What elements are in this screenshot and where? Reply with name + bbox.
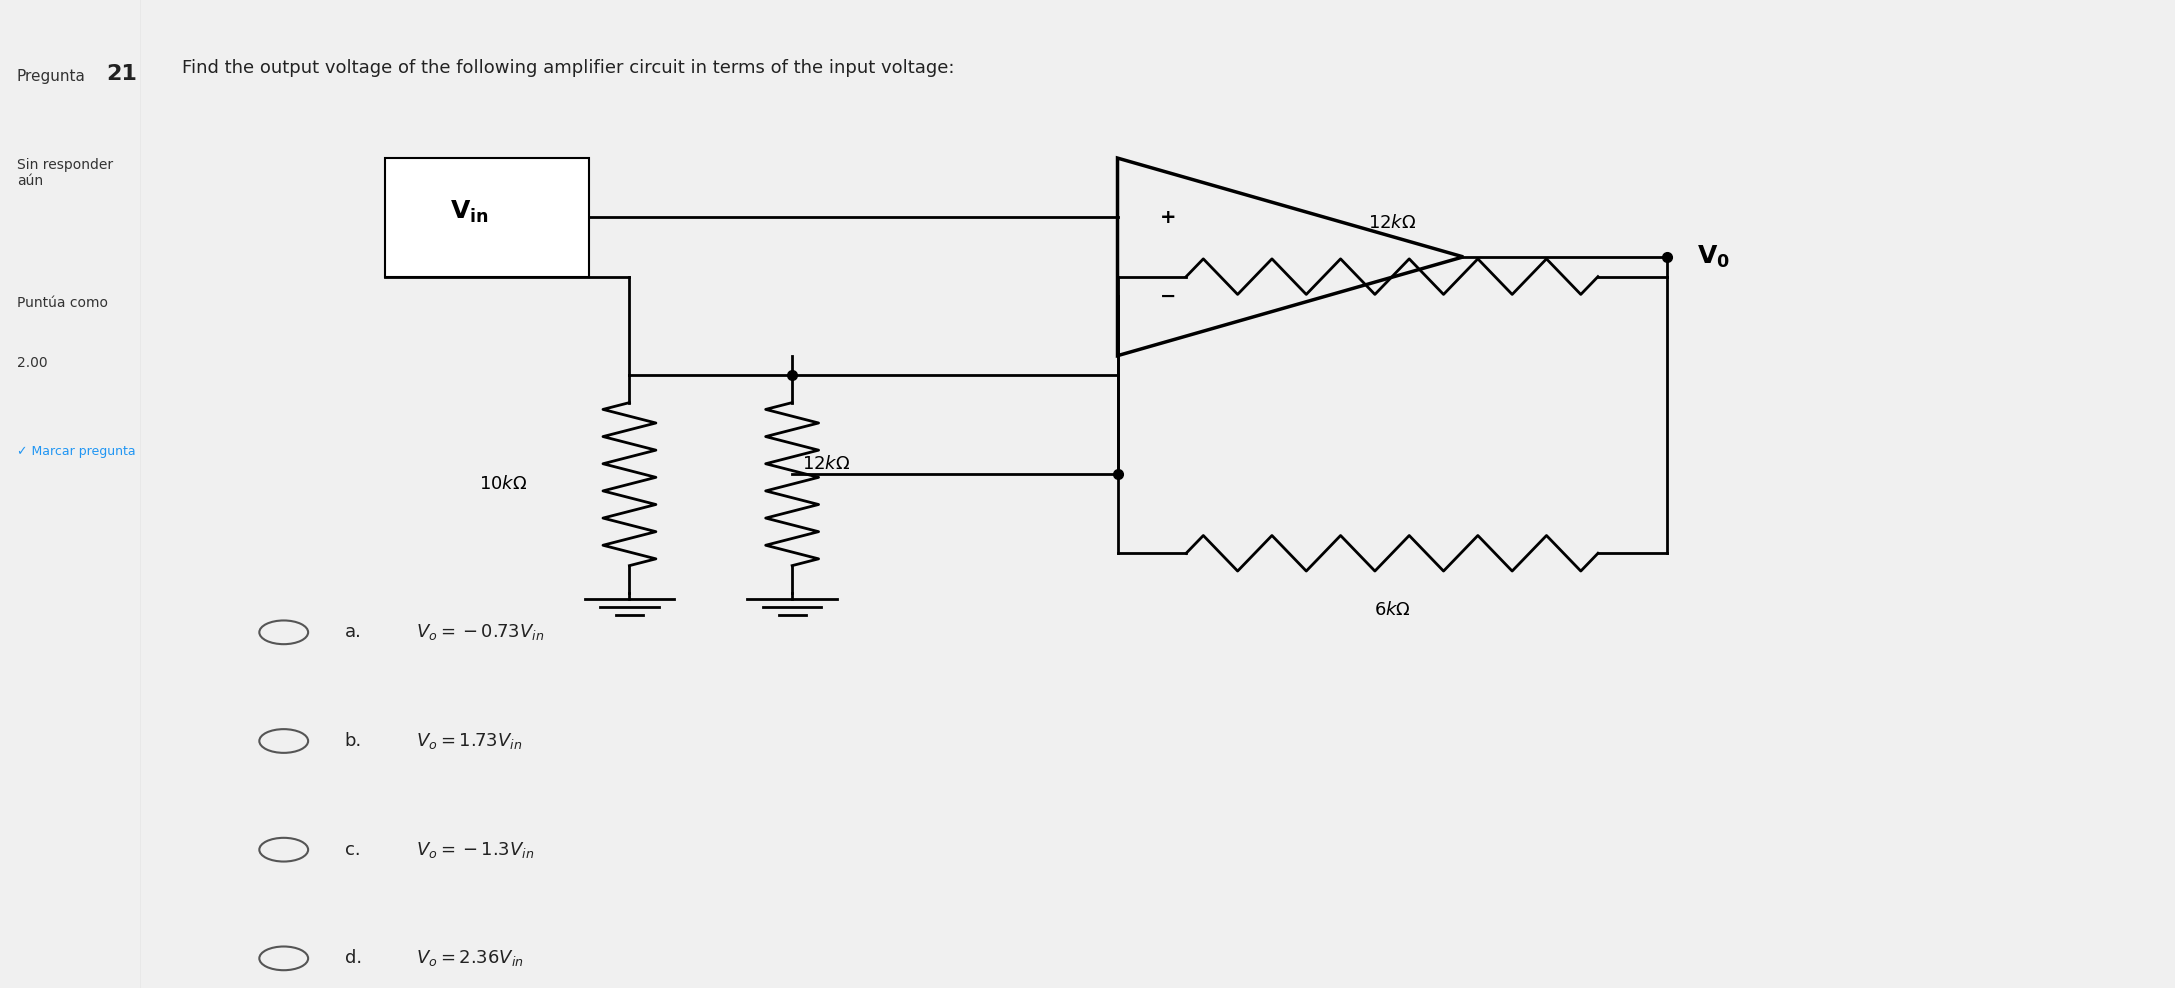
Text: $12k\Omega$: $12k\Omega$ — [1368, 214, 1416, 232]
Text: $10k\Omega$: $10k\Omega$ — [478, 475, 529, 493]
Text: Pregunta: Pregunta — [17, 69, 85, 84]
Text: a.: a. — [344, 623, 361, 641]
Text: −: − — [1159, 287, 1177, 306]
Text: $V_o = 2.36V_{in}$: $V_o = 2.36V_{in}$ — [415, 948, 524, 968]
Text: $\mathbf{V_{in}}$: $\mathbf{V_{in}}$ — [450, 199, 489, 224]
FancyBboxPatch shape — [385, 158, 589, 277]
Text: b.: b. — [344, 732, 361, 750]
Text: c.: c. — [344, 841, 361, 859]
Text: +: + — [1159, 207, 1177, 227]
Text: $V_o = -1.3V_{in}$: $V_o = -1.3V_{in}$ — [415, 840, 535, 860]
Text: d.: d. — [344, 949, 361, 967]
Text: $V_o = 1.73V_{in}$: $V_o = 1.73V_{in}$ — [415, 731, 522, 751]
Text: Sin responder
aún: Sin responder aún — [17, 158, 113, 189]
Text: $12k\Omega$: $12k\Omega$ — [803, 455, 850, 473]
Text: $V_o = -0.73V_{in}$: $V_o = -0.73V_{in}$ — [415, 622, 544, 642]
Text: ✓ Marcar pregunta: ✓ Marcar pregunta — [17, 445, 135, 457]
Text: $6k\Omega$: $6k\Omega$ — [1375, 601, 1412, 618]
Text: 21: 21 — [107, 64, 137, 84]
Text: Find the output voltage of the following amplifier circuit in terms of the input: Find the output voltage of the following… — [183, 59, 955, 77]
Text: 2.00: 2.00 — [17, 356, 48, 370]
Text: Puntúa como: Puntúa como — [17, 296, 109, 310]
Text: $\mathbf{V_0}$: $\mathbf{V_0}$ — [1696, 244, 1729, 270]
